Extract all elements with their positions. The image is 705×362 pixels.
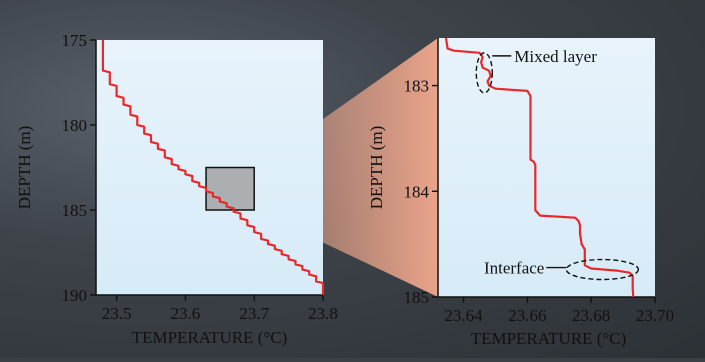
mixed-layer-highlight xyxy=(475,52,493,94)
left-x-tick-label: 23.7 xyxy=(239,304,269,323)
left-panel: 23.5 23.6 23.7 23.8 175 180 185 190 TEMPERATUR… xyxy=(15,31,338,347)
right-x-tick-label: 23.64 xyxy=(444,306,483,325)
interface-highlight xyxy=(565,258,640,281)
mixed-layer-label: Mixed layer xyxy=(514,47,597,66)
left-x-tick-label: 23.8 xyxy=(308,304,338,323)
left-x-tick-label: 23.5 xyxy=(102,304,132,323)
right-x-tick-label: 23.66 xyxy=(508,306,546,325)
left-axes xyxy=(95,40,323,296)
right-panel: 23.64 23.66 23.68 23.70 183 184 185 Mixed lay… xyxy=(367,37,674,348)
left-x-ticks: 23.5 23.6 23.7 23.8 xyxy=(102,295,338,323)
right-x-axis-label: TEMPERATURE (°C) xyxy=(471,329,627,348)
left-y-axis-label: DEPTH (m) xyxy=(15,126,34,210)
right-y-tick-label: 185 xyxy=(404,288,430,307)
right-y-tick-label: 184 xyxy=(404,182,430,201)
left-x-axis-label: TEMPERATURE (°C) xyxy=(132,328,288,347)
right-y-axis-label: DEPTH (m) xyxy=(367,126,386,210)
left-y-tick-label: 180 xyxy=(62,116,88,135)
left-temperature-trace xyxy=(101,40,325,295)
right-y-ticks: 183 184 185 xyxy=(404,77,438,307)
left-y-tick-label: 190 xyxy=(62,286,88,305)
right-x-ticks: 23.64 23.66 23.68 23.70 xyxy=(444,297,674,325)
right-temperature-trace xyxy=(444,37,635,298)
right-x-tick-label: 23.68 xyxy=(572,306,610,325)
interface-label: Interface xyxy=(484,259,544,278)
right-plot-area xyxy=(438,38,655,297)
right-axes xyxy=(437,38,655,298)
zoom-wedge xyxy=(254,38,438,297)
left-y-ticks: 175 180 185 190 xyxy=(62,31,96,305)
zoom-box xyxy=(205,166,255,211)
left-y-tick-label: 175 xyxy=(62,31,88,50)
left-y-tick-label: 185 xyxy=(62,201,88,220)
left-x-tick-label: 23.6 xyxy=(171,304,201,323)
right-x-tick-label: 23.70 xyxy=(636,306,674,325)
right-y-tick-label: 183 xyxy=(404,77,430,96)
